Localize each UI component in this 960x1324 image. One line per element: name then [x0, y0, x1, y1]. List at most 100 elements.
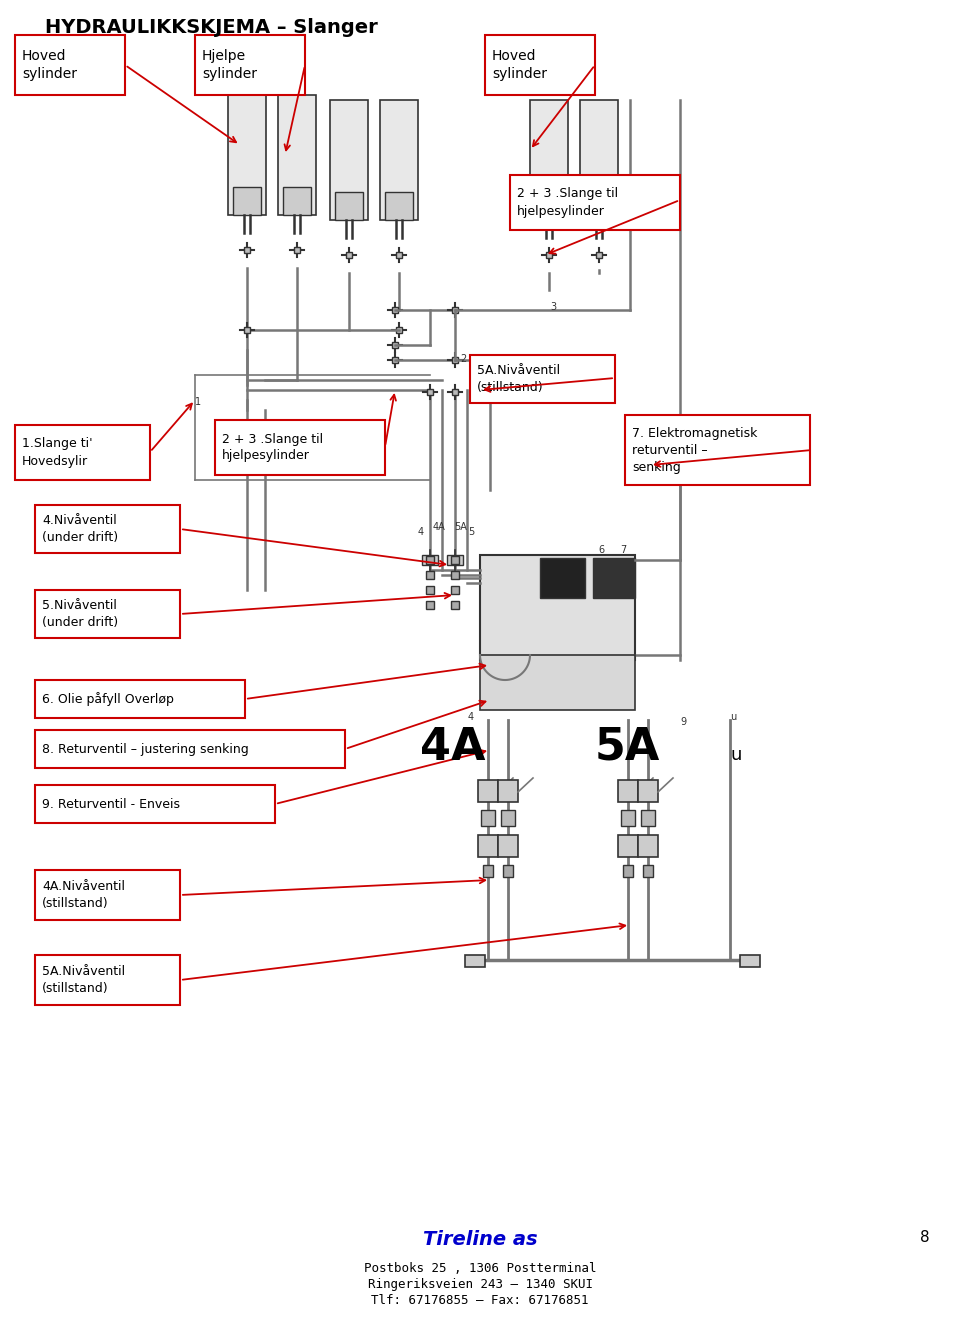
- Text: 7: 7: [620, 545, 626, 555]
- Bar: [478, 835, 498, 857]
- Bar: [451, 571, 459, 579]
- Text: Tireline as: Tireline as: [422, 1230, 538, 1249]
- Text: Hoved
sylinder: Hoved sylinder: [492, 49, 547, 81]
- Text: 6. Olie påfyll Overløp: 6. Olie påfyll Overløp: [42, 692, 174, 706]
- Bar: [480, 655, 635, 710]
- Bar: [618, 780, 638, 802]
- Text: Hoved
sylinder: Hoved sylinder: [22, 49, 77, 81]
- Text: 5.Nivåventil
(under drift): 5.Nivåventil (under drift): [42, 598, 118, 629]
- Bar: [215, 420, 385, 475]
- Text: 7. Elektromagnetisk
returventil –
senking: 7. Elektromagnetisk returventil – senkin…: [632, 426, 757, 474]
- Bar: [233, 187, 261, 214]
- Bar: [530, 101, 568, 220]
- Bar: [452, 307, 458, 312]
- Bar: [465, 955, 485, 967]
- Text: 4A: 4A: [433, 522, 445, 532]
- Text: 8: 8: [921, 1230, 930, 1245]
- Bar: [35, 504, 180, 553]
- Text: 4: 4: [418, 527, 424, 538]
- Text: 5A: 5A: [454, 522, 467, 532]
- Bar: [585, 192, 613, 220]
- Bar: [638, 780, 658, 802]
- Bar: [478, 780, 498, 802]
- Bar: [451, 556, 459, 564]
- Bar: [283, 187, 311, 214]
- Text: 5A: 5A: [595, 726, 660, 769]
- Bar: [427, 389, 433, 395]
- Text: 1: 1: [195, 397, 202, 406]
- Text: Hjelpe
sylinder: Hjelpe sylinder: [202, 49, 257, 81]
- Text: Postboks 25 , 1306 Postterminal: Postboks 25 , 1306 Postterminal: [364, 1262, 596, 1275]
- Bar: [426, 587, 434, 594]
- Text: 3: 3: [550, 302, 556, 312]
- Bar: [621, 810, 635, 826]
- Bar: [392, 307, 398, 312]
- Bar: [244, 327, 250, 334]
- Bar: [510, 175, 680, 230]
- Text: 5A.Nivåventil
(stillstand): 5A.Nivåventil (stillstand): [42, 965, 125, 996]
- Text: 9: 9: [680, 718, 686, 727]
- Bar: [244, 248, 250, 253]
- Bar: [447, 555, 463, 565]
- Bar: [422, 555, 438, 565]
- Bar: [330, 101, 368, 220]
- Text: 4A.Nivåventil
(stillstand): 4A.Nivåventil (stillstand): [42, 880, 125, 910]
- Bar: [380, 101, 418, 220]
- Bar: [392, 357, 398, 363]
- Bar: [638, 835, 658, 857]
- Bar: [35, 870, 180, 920]
- Bar: [451, 587, 459, 594]
- Bar: [546, 252, 552, 258]
- Bar: [540, 557, 585, 598]
- Bar: [346, 252, 352, 258]
- Bar: [480, 555, 635, 659]
- Bar: [481, 810, 495, 826]
- Bar: [35, 681, 245, 718]
- Bar: [35, 730, 345, 768]
- Bar: [740, 955, 760, 967]
- Bar: [625, 414, 810, 485]
- Bar: [498, 835, 518, 857]
- Text: 4.Nivåventil
(under drift): 4.Nivåventil (under drift): [42, 514, 118, 544]
- Bar: [452, 357, 458, 363]
- Bar: [426, 556, 434, 564]
- Bar: [498, 780, 518, 802]
- Text: 5A.Nivåventil
(stillstand): 5A.Nivåventil (stillstand): [477, 364, 560, 395]
- Bar: [15, 34, 125, 95]
- Bar: [392, 342, 398, 348]
- Bar: [535, 192, 563, 220]
- Bar: [451, 601, 459, 609]
- Bar: [195, 34, 305, 95]
- Bar: [278, 95, 316, 214]
- Bar: [35, 591, 180, 638]
- Text: 5: 5: [468, 527, 474, 538]
- Bar: [228, 95, 266, 214]
- Bar: [593, 557, 635, 598]
- Bar: [396, 327, 402, 334]
- Bar: [503, 865, 513, 876]
- Bar: [580, 101, 618, 220]
- Text: 4A: 4A: [420, 726, 486, 769]
- Bar: [396, 252, 402, 258]
- Bar: [35, 955, 180, 1005]
- Bar: [501, 810, 515, 826]
- Bar: [641, 810, 655, 826]
- Bar: [426, 571, 434, 579]
- Text: 6: 6: [598, 545, 604, 555]
- Bar: [426, 601, 434, 609]
- Text: u: u: [730, 712, 736, 722]
- Bar: [485, 34, 595, 95]
- Bar: [643, 865, 653, 876]
- Text: 2: 2: [460, 354, 467, 364]
- Text: Ringeriksveien 243 – 1340 SKUI: Ringeriksveien 243 – 1340 SKUI: [368, 1278, 592, 1291]
- Text: HYDRAULIKKSKJEMA – Slanger: HYDRAULIKKSKJEMA – Slanger: [45, 19, 377, 37]
- Bar: [483, 865, 493, 876]
- Bar: [35, 785, 275, 824]
- Bar: [623, 865, 633, 876]
- Bar: [385, 192, 413, 220]
- Bar: [596, 252, 602, 258]
- Text: Tlf: 67176855 – Fax: 67176851: Tlf: 67176855 – Fax: 67176851: [372, 1294, 588, 1307]
- Bar: [15, 425, 150, 481]
- Bar: [618, 835, 638, 857]
- Text: 9. Returventil - Enveis: 9. Returventil - Enveis: [42, 797, 180, 810]
